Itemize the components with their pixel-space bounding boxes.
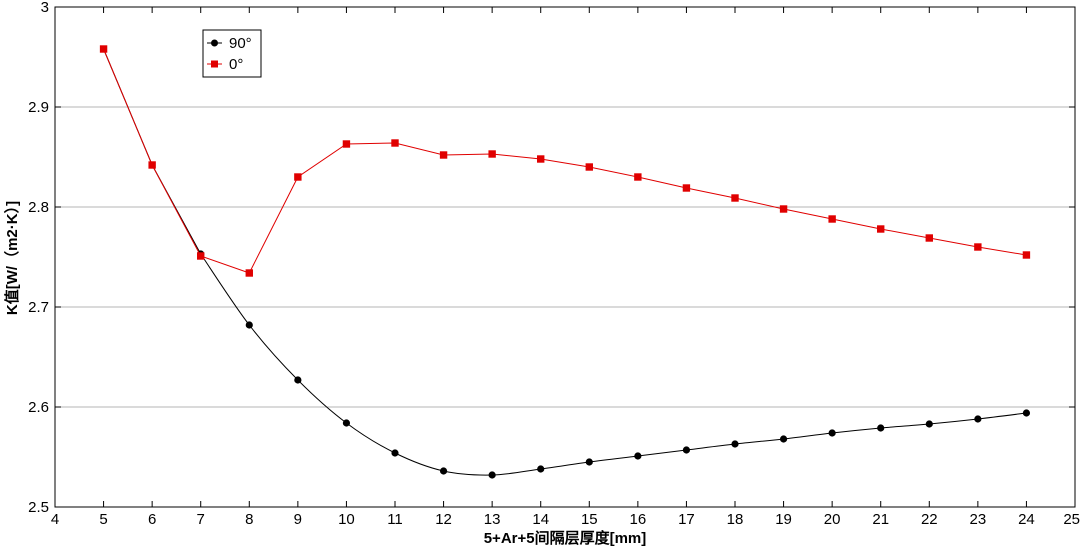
x-tick-label: 5 xyxy=(99,511,107,528)
x-tick-label: 25 xyxy=(1063,511,1080,528)
data-point xyxy=(148,161,156,169)
x-tick-label: 7 xyxy=(197,511,205,528)
y-tick-label: 2.5 xyxy=(28,499,49,516)
data-point xyxy=(1022,409,1031,417)
data-point xyxy=(974,415,982,423)
data-point xyxy=(1022,251,1031,259)
data-point xyxy=(925,420,933,428)
x-tick-label: 23 xyxy=(970,511,987,528)
series-line xyxy=(103,48,1027,274)
data-point xyxy=(731,194,739,202)
data-point xyxy=(779,205,788,213)
data-point xyxy=(342,419,351,427)
x-tick-label: 17 xyxy=(678,511,695,528)
x-tick-label: 6 xyxy=(148,511,156,528)
data-point xyxy=(245,269,253,277)
legend: 90° 0° xyxy=(202,29,262,78)
data-point xyxy=(439,151,448,159)
x-tick-label: 8 xyxy=(245,511,253,528)
legend-label-90deg: 90° xyxy=(229,35,252,52)
y-axis-title: K值[W/（m2·K）] xyxy=(3,201,21,315)
data-point xyxy=(488,471,496,479)
data-point xyxy=(779,435,788,443)
legend-marker-90deg xyxy=(211,39,218,47)
data-point xyxy=(294,173,302,181)
x-tick-label: 21 xyxy=(872,511,889,528)
data-point xyxy=(342,140,351,148)
data-point xyxy=(245,321,253,329)
legend-label-0deg: 0° xyxy=(229,56,243,73)
data-point xyxy=(391,139,399,147)
y-tick-label: 2.9 xyxy=(28,99,49,116)
x-tick-label: 4 xyxy=(51,511,59,528)
y-tick-label: 2.8 xyxy=(28,199,49,216)
data-point xyxy=(488,150,496,158)
data-point xyxy=(585,163,593,171)
data-point xyxy=(391,449,399,457)
data-point xyxy=(197,252,205,260)
axis-ticks: 2.5 2.6 2.7 2.8 2.9 3 4 5 6 7 8 9 10 11 12 13 14 15 16 17 18… xyxy=(28,0,1080,528)
series xyxy=(99,45,1031,479)
y-tick-label: 2.6 xyxy=(28,399,49,416)
data-point xyxy=(537,465,545,473)
series-1 xyxy=(99,45,1031,277)
legend-box xyxy=(202,29,262,78)
x-tick-label: 13 xyxy=(484,511,501,528)
x-tick-label: 11 xyxy=(387,511,403,528)
x-tick-label: 19 xyxy=(775,511,792,528)
data-point xyxy=(682,184,691,192)
y-tick-label: 2.7 xyxy=(28,299,49,316)
data-point xyxy=(634,173,642,181)
x-tick-label: 16 xyxy=(630,511,647,528)
data-point xyxy=(828,215,836,223)
data-point xyxy=(99,45,108,53)
data-point xyxy=(731,440,739,448)
data-point xyxy=(537,155,545,163)
data-point xyxy=(294,376,302,384)
x-tick-label: 20 xyxy=(824,511,841,528)
data-point xyxy=(974,243,982,251)
plot-frame xyxy=(54,6,1076,508)
legend-marker-0deg xyxy=(211,60,218,68)
x-tick-label: 15 xyxy=(581,511,598,528)
x-tick-label: 14 xyxy=(532,511,549,528)
data-point xyxy=(585,458,593,466)
x-tick-label: 18 xyxy=(727,511,744,528)
x-tick-label: 10 xyxy=(338,511,355,528)
data-point xyxy=(634,452,642,460)
x-tick-label: 9 xyxy=(294,511,302,528)
gridlines xyxy=(55,106,1075,408)
x-tick-label: 12 xyxy=(435,511,452,528)
data-point xyxy=(925,234,933,242)
x-axis-title: 5+Ar+5间隔层厚度[mm] xyxy=(484,529,647,547)
y-tick-label: 3 xyxy=(41,0,49,16)
data-point xyxy=(877,424,885,432)
x-tick-label: 22 xyxy=(921,511,938,528)
x-tick-label: 24 xyxy=(1018,511,1035,528)
data-point xyxy=(828,429,836,437)
data-point xyxy=(439,467,448,475)
data-point xyxy=(682,446,691,454)
data-point xyxy=(877,225,885,233)
